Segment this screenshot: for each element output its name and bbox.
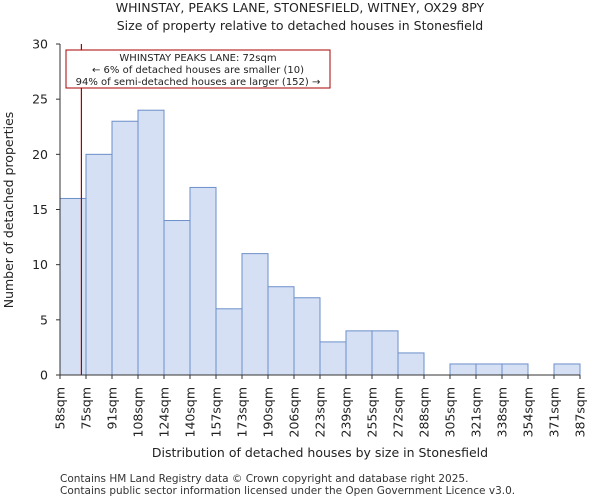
bar-173sqm bbox=[241, 253, 269, 376]
bar-338sqm bbox=[501, 363, 529, 376]
y-tick-label-25: 25 bbox=[32, 92, 48, 107]
bar-272sqm bbox=[397, 352, 425, 376]
x-tick-label-58sqm: 58sqm bbox=[53, 387, 68, 430]
x-tick-label-371sqm: 371sqm bbox=[547, 387, 562, 437]
y-tick-label-20: 20 bbox=[32, 147, 48, 162]
x-tick-label-140sqm: 140sqm bbox=[183, 387, 198, 437]
x-tick-label-338sqm: 338sqm bbox=[495, 387, 510, 437]
x-tick-label-288sqm: 288sqm bbox=[417, 387, 432, 437]
bar-239sqm bbox=[345, 330, 373, 376]
x-tick-label-206sqm: 206sqm bbox=[287, 387, 302, 437]
y-axis-label: Number of detached properties bbox=[1, 112, 16, 309]
y-tick-label-30: 30 bbox=[32, 37, 48, 52]
bar-108sqm bbox=[137, 109, 165, 376]
bar-140sqm bbox=[189, 186, 217, 376]
x-tick-label-124sqm: 124sqm bbox=[157, 387, 172, 437]
bar-75sqm bbox=[85, 153, 113, 376]
chart-subtitle: Size of property relative to detached ho… bbox=[116, 18, 484, 33]
annotation-box bbox=[65, 49, 331, 89]
x-tick-label-272sqm: 272sqm bbox=[391, 387, 406, 437]
x-tick-label-321sqm: 321sqm bbox=[469, 387, 484, 437]
y-tick-label-5: 5 bbox=[40, 312, 48, 327]
bar-157sqm bbox=[215, 308, 243, 376]
annotation-line-3: 94% of semi-detached houses are larger (… bbox=[76, 77, 321, 88]
x-tick-label-75sqm: 75sqm bbox=[79, 387, 94, 430]
x-tick-label-305sqm: 305sqm bbox=[443, 387, 458, 437]
x-tick-label-91sqm: 91sqm bbox=[105, 387, 120, 430]
x-tick-label-239sqm: 239sqm bbox=[339, 387, 354, 437]
annotation-line-1: WHINSTAY PEAKS LANE: 72sqm bbox=[119, 53, 276, 64]
x-tick-label-190sqm: 190sqm bbox=[261, 387, 276, 437]
bar-255sqm bbox=[371, 330, 399, 376]
footer-line-2: Contains public sector information licen… bbox=[60, 485, 516, 497]
chart-title: WHINSTAY, PEAKS LANE, STONESFIELD, WITNE… bbox=[115, 0, 485, 15]
y-tick-label-0: 0 bbox=[40, 368, 48, 383]
bar-206sqm bbox=[293, 297, 321, 376]
bar-305sqm bbox=[449, 363, 477, 376]
x-tick-label-223sqm: 223sqm bbox=[313, 387, 328, 437]
x-axis-label: Distribution of detached houses by size … bbox=[152, 445, 488, 460]
annotation-line-2: ← 6% of detached houses are smaller (10) bbox=[92, 65, 304, 76]
x-tick-label-354sqm: 354sqm bbox=[521, 387, 536, 437]
x-tick-label-173sqm: 173sqm bbox=[235, 387, 250, 437]
bar-91sqm bbox=[111, 120, 139, 376]
x-axis: 58sqm 75sqm 91sqm 108sqm 124sqm 140sqm 157sqm 1… bbox=[53, 374, 588, 437]
bar-371sqm bbox=[553, 363, 581, 376]
x-tick-label-157sqm: 157sqm bbox=[209, 387, 224, 437]
bar-124sqm bbox=[163, 220, 191, 376]
footer-line-1: Contains HM Land Registry data © Crown c… bbox=[60, 473, 469, 485]
property-marker: WHINSTAY PEAKS LANE: 72sqm← 6% of detach… bbox=[65, 44, 331, 375]
bar-321sqm bbox=[475, 363, 503, 376]
bar-58sqm bbox=[59, 197, 87, 376]
bar-190sqm bbox=[267, 286, 295, 376]
bars-group bbox=[59, 109, 581, 376]
y-axis: 0 5 10 15 20 25 30 bbox=[32, 37, 61, 383]
x-tick-label-255sqm: 255sqm bbox=[365, 387, 380, 437]
x-tick-label-387sqm: 387sqm bbox=[573, 387, 588, 437]
bar-223sqm bbox=[319, 341, 347, 376]
x-tick-label-108sqm: 108sqm bbox=[131, 387, 146, 437]
y-tick-label-10: 10 bbox=[32, 257, 48, 272]
y-tick-label-15: 15 bbox=[32, 202, 48, 217]
